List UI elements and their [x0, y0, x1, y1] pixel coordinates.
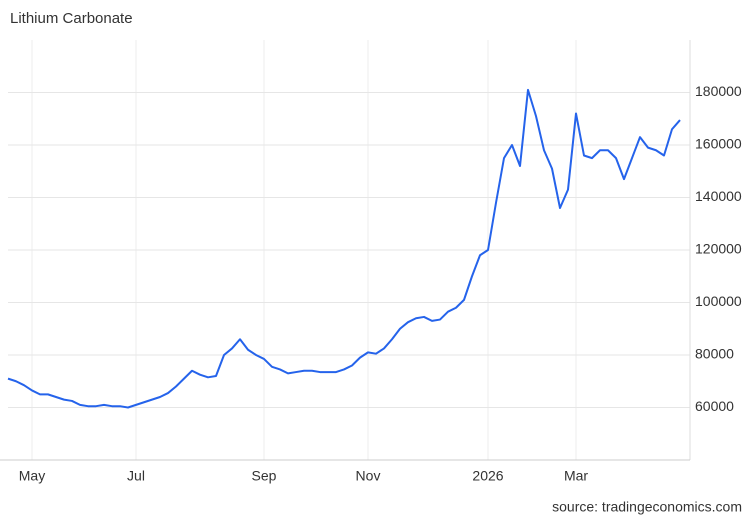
x-tick-label: Mar [564, 468, 588, 484]
y-tick-label: 160000 [695, 136, 742, 152]
x-tick-label: Jul [127, 468, 145, 484]
y-tick-label: 100000 [695, 293, 742, 309]
line-series [7, 88, 681, 409]
x-tick-label: May [19, 468, 45, 484]
y-tick-label: 180000 [695, 83, 742, 99]
y-tick-label: 140000 [695, 188, 742, 204]
x-tick-label: 2026 [472, 468, 503, 484]
y-tick-label: 80000 [695, 346, 734, 362]
x-tick-label: Sep [252, 468, 277, 484]
y-tick-label: 120000 [695, 241, 742, 257]
x-tick-label: Nov [356, 468, 381, 484]
chart-title: Lithium Carbonate [10, 10, 133, 27]
source: source: tradingeconomics.com [552, 499, 742, 515]
y-tick-label: 60000 [695, 398, 734, 414]
